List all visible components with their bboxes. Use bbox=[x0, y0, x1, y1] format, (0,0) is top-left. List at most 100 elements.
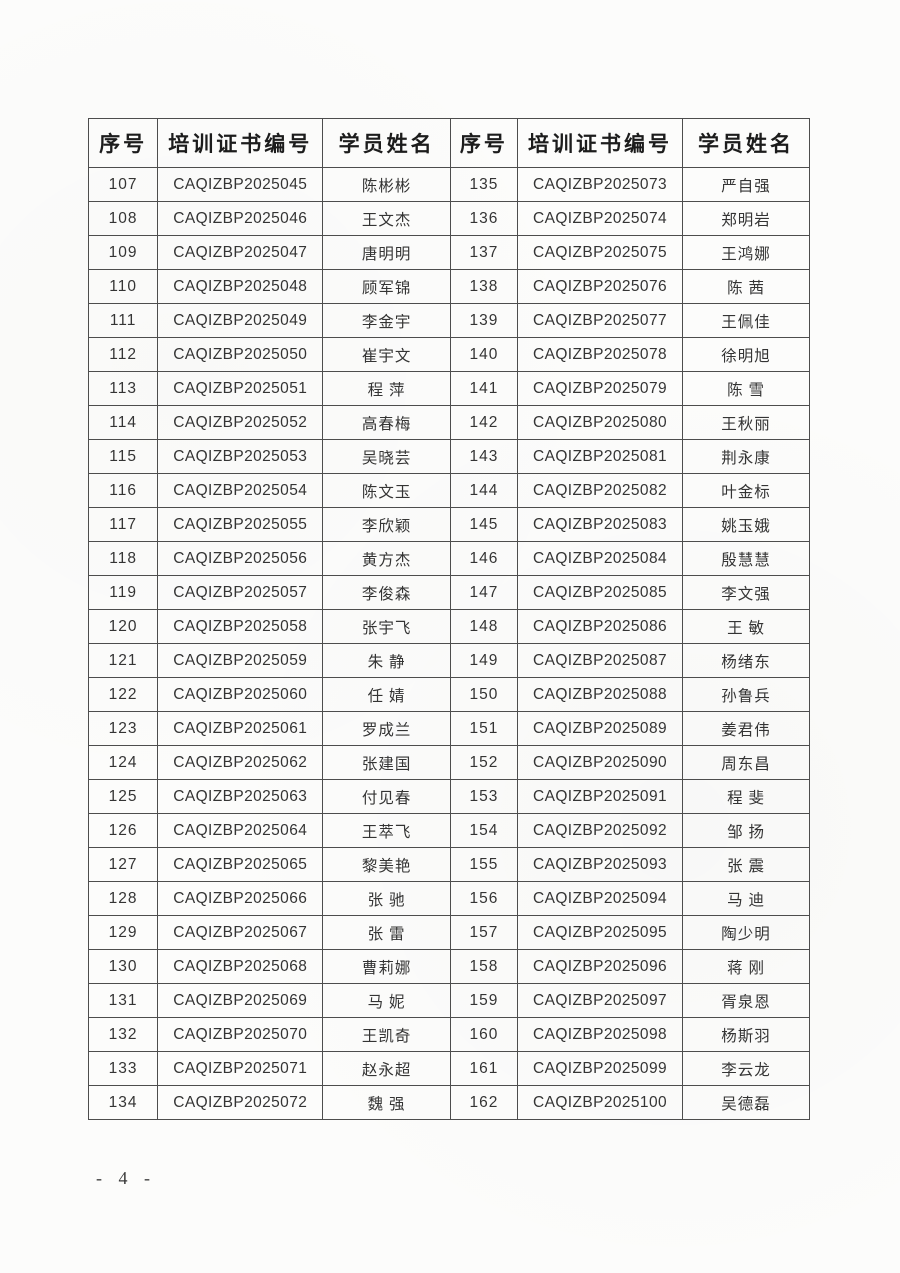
serial-cell: 162 bbox=[449, 1085, 518, 1120]
serial-cell: 159 bbox=[449, 983, 518, 1018]
name-cell: 吴德磊 bbox=[682, 1085, 810, 1120]
certificate-cell: CAQIZBP2025059 bbox=[157, 643, 324, 678]
certificate-cell: CAQIZBP2025064 bbox=[157, 813, 324, 848]
certificate-cell: CAQIZBP2025097 bbox=[516, 983, 684, 1018]
table-row: 120 CAQIZBP2025058 张宇飞 148 CAQIZBP2025086 王 敏 bbox=[87, 609, 810, 644]
table-row: 109 CAQIZBP2025047 唐明明 137 CAQIZBP2025075 王鸿娜 bbox=[87, 235, 810, 270]
table-row: 118 CAQIZBP2025056 黄方杰 146 CAQIZBP2025084 殷慧慧 bbox=[87, 541, 810, 576]
certificate-cell: CAQIZBP2025055 bbox=[157, 507, 324, 542]
certificate-cell: CAQIZBP2025099 bbox=[516, 1051, 684, 1086]
name-cell: 王萃飞 bbox=[322, 813, 451, 848]
table-row: 122 CAQIZBP2025060 任 婧 150 CAQIZBP2025088 孙鲁兵 bbox=[87, 677, 810, 712]
name-cell: 李文强 bbox=[682, 575, 810, 610]
name-cell: 马 妮 bbox=[322, 983, 451, 1018]
serial-cell: 122 bbox=[87, 677, 159, 712]
serial-cell: 142 bbox=[449, 405, 518, 440]
certificate-cell: CAQIZBP2025048 bbox=[157, 269, 324, 304]
serial-cell: 130 bbox=[87, 949, 159, 984]
serial-cell: 113 bbox=[87, 371, 159, 406]
table-row: 127 CAQIZBP2025065 黎美艳 155 CAQIZBP2025093 张 震 bbox=[87, 847, 810, 882]
name-cell: 程 斐 bbox=[682, 779, 810, 814]
certificate-cell: CAQIZBP2025088 bbox=[516, 677, 684, 712]
certificate-cell: CAQIZBP2025072 bbox=[157, 1085, 324, 1120]
certificate-cell: CAQIZBP2025082 bbox=[516, 473, 684, 508]
name-cell: 王佩佳 bbox=[682, 303, 810, 338]
table-body: 107 CAQIZBP2025045 陈彬彬 135 CAQIZBP2025073 严自强… bbox=[87, 167, 810, 1120]
serial-cell: 144 bbox=[449, 473, 518, 508]
name-cell: 杨斯羽 bbox=[682, 1017, 810, 1052]
serial-cell: 108 bbox=[87, 201, 159, 236]
certificate-cell: CAQIZBP2025054 bbox=[157, 473, 324, 508]
table-row: 116 CAQIZBP2025054 陈文玉 144 CAQIZBP2025082 叶金标 bbox=[87, 473, 810, 508]
certificate-cell: CAQIZBP2025068 bbox=[157, 949, 324, 984]
serial-cell: 129 bbox=[87, 915, 159, 950]
name-cell: 付见春 bbox=[322, 779, 451, 814]
name-cell: 张宇飞 bbox=[322, 609, 451, 644]
name-cell: 殷慧慧 bbox=[682, 541, 810, 576]
certificate-cell: CAQIZBP2025062 bbox=[157, 745, 324, 780]
name-cell: 罗成兰 bbox=[322, 711, 451, 746]
table-row: 110 CAQIZBP2025048 顾军锦 138 CAQIZBP2025076 陈 茜 bbox=[87, 269, 810, 304]
serial-cell: 120 bbox=[87, 609, 159, 644]
name-cell: 王凯奇 bbox=[322, 1017, 451, 1052]
serial-cell: 149 bbox=[449, 643, 518, 678]
header-certificate-right: 培训证书编号 bbox=[516, 118, 684, 168]
certificate-cell: CAQIZBP2025087 bbox=[516, 643, 684, 678]
certificate-cell: CAQIZBP2025061 bbox=[157, 711, 324, 746]
table-row: 123 CAQIZBP2025061 罗成兰 151 CAQIZBP2025089 姜君伟 bbox=[87, 711, 810, 746]
serial-cell: 125 bbox=[87, 779, 159, 814]
serial-cell: 143 bbox=[449, 439, 518, 474]
certificate-cell: CAQIZBP2025046 bbox=[157, 201, 324, 236]
serial-cell: 158 bbox=[449, 949, 518, 984]
serial-cell: 150 bbox=[449, 677, 518, 712]
table-row: 129 CAQIZBP2025067 张 雷 157 CAQIZBP2025095 陶少明 bbox=[87, 915, 810, 950]
table-row: 107 CAQIZBP2025045 陈彬彬 135 CAQIZBP2025073 严自强 bbox=[87, 167, 810, 202]
serial-cell: 109 bbox=[87, 235, 159, 270]
certificate-cell: CAQIZBP2025057 bbox=[157, 575, 324, 610]
serial-cell: 126 bbox=[87, 813, 159, 848]
serial-cell: 160 bbox=[449, 1017, 518, 1052]
serial-cell: 117 bbox=[87, 507, 159, 542]
serial-cell: 115 bbox=[87, 439, 159, 474]
serial-cell: 114 bbox=[87, 405, 159, 440]
name-cell: 蒋 刚 bbox=[682, 949, 810, 984]
certificate-cell: CAQIZBP2025053 bbox=[157, 439, 324, 474]
certificate-cell: CAQIZBP2025093 bbox=[516, 847, 684, 882]
header-serial-right: 序号 bbox=[449, 118, 518, 168]
certificate-cell: CAQIZBP2025056 bbox=[157, 541, 324, 576]
name-cell: 周东昌 bbox=[682, 745, 810, 780]
serial-cell: 110 bbox=[87, 269, 159, 304]
table-row: 134 CAQIZBP2025072 魏 强 162 CAQIZBP2025100 吴德磊 bbox=[87, 1085, 810, 1120]
certificate-cell: CAQIZBP2025074 bbox=[516, 201, 684, 236]
certificate-cell: CAQIZBP2025077 bbox=[516, 303, 684, 338]
name-cell: 徐明旭 bbox=[682, 337, 810, 372]
name-cell: 孙鲁兵 bbox=[682, 677, 810, 712]
serial-cell: 137 bbox=[449, 235, 518, 270]
table-row: 130 CAQIZBP2025068 曹莉娜 158 CAQIZBP2025096 蒋 刚 bbox=[87, 949, 810, 984]
name-cell: 严自强 bbox=[682, 167, 810, 202]
name-cell: 王 敏 bbox=[682, 609, 810, 644]
serial-cell: 141 bbox=[449, 371, 518, 406]
name-cell: 程 萍 bbox=[322, 371, 451, 406]
table-row: 132 CAQIZBP2025070 王凯奇 160 CAQIZBP2025098 杨斯羽 bbox=[87, 1017, 810, 1052]
serial-cell: 151 bbox=[449, 711, 518, 746]
certificate-cell: CAQIZBP2025076 bbox=[516, 269, 684, 304]
serial-cell: 112 bbox=[87, 337, 159, 372]
certificate-cell: CAQIZBP2025090 bbox=[516, 745, 684, 780]
serial-cell: 153 bbox=[449, 779, 518, 814]
serial-cell: 152 bbox=[449, 745, 518, 780]
certificate-cell: CAQIZBP2025050 bbox=[157, 337, 324, 372]
certificate-cell: CAQIZBP2025065 bbox=[157, 847, 324, 882]
certificate-cell: CAQIZBP2025073 bbox=[516, 167, 684, 202]
serial-cell: 147 bbox=[449, 575, 518, 610]
name-cell: 唐明明 bbox=[322, 235, 451, 270]
certificate-cell: CAQIZBP2025051 bbox=[157, 371, 324, 406]
name-cell: 姜君伟 bbox=[682, 711, 810, 746]
certificate-cell: CAQIZBP2025069 bbox=[157, 983, 324, 1018]
header-name-left: 学员姓名 bbox=[322, 118, 451, 168]
name-cell: 高春梅 bbox=[322, 405, 451, 440]
name-cell: 赵永超 bbox=[322, 1051, 451, 1086]
certificate-cell: CAQIZBP2025083 bbox=[516, 507, 684, 542]
table-row: 131 CAQIZBP2025069 马 妮 159 CAQIZBP2025097 胥泉恩 bbox=[87, 983, 810, 1018]
name-cell: 陈彬彬 bbox=[322, 167, 451, 202]
